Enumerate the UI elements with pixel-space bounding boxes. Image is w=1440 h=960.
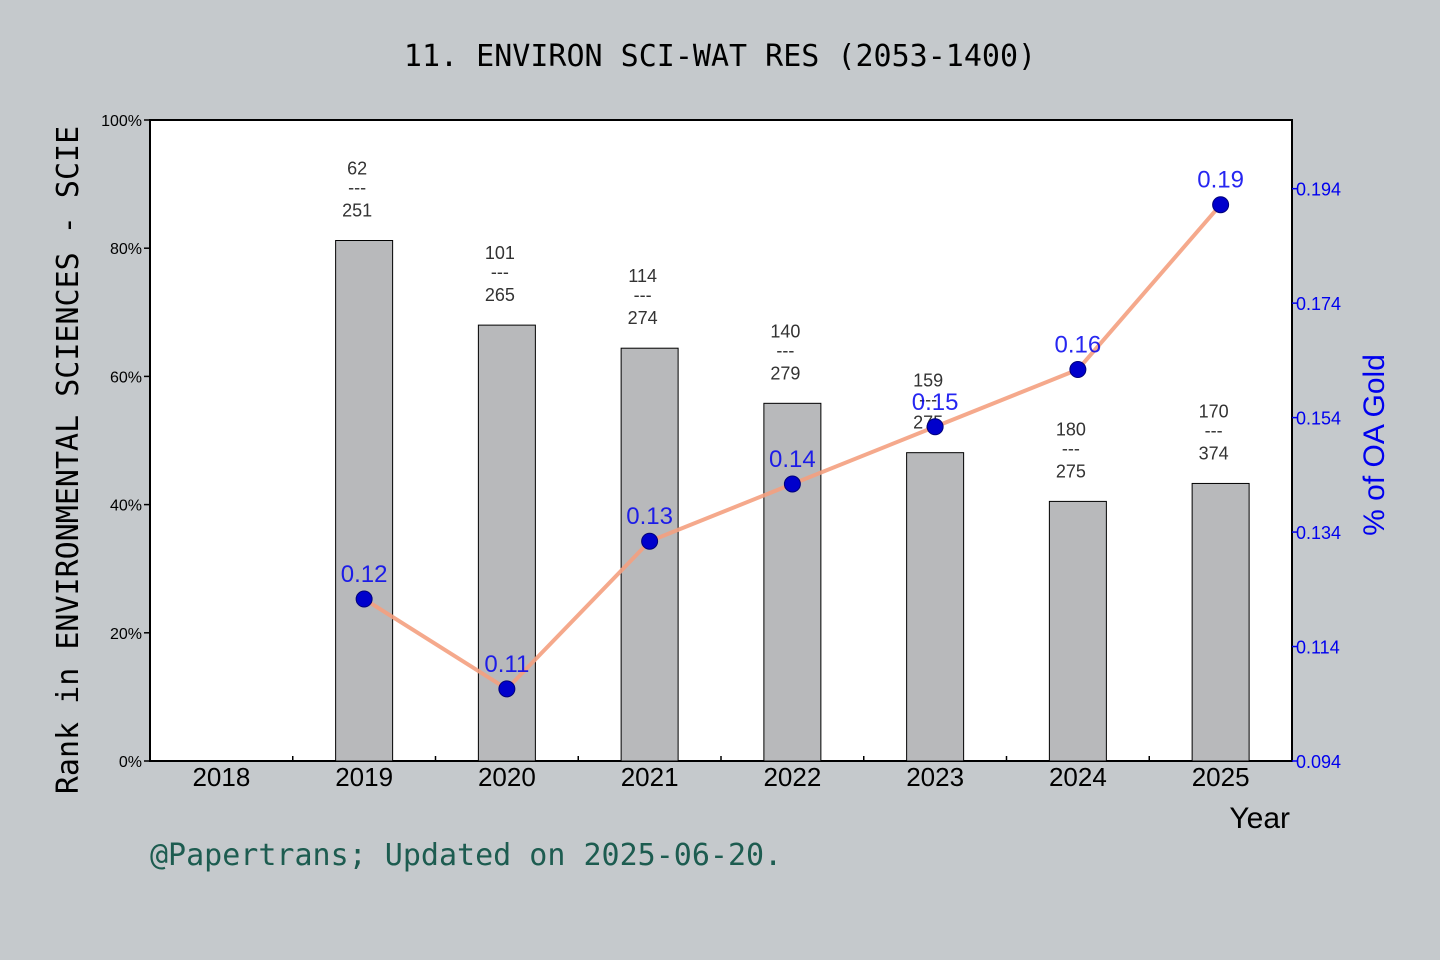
oa-value-label: 0.19	[1197, 167, 1244, 194]
axis-layer: 0% 20% 40% 60% 80% 100% 0.094 0.114 0.134 0.154 0.…	[101, 113, 1341, 792]
x-axis-label: Year	[1229, 802, 1290, 835]
oa-point	[1069, 361, 1087, 379]
x-tick-label: 2022	[763, 762, 821, 792]
rank-separator: ---	[1062, 438, 1080, 458]
y-tick-label: 40%	[110, 498, 142, 515]
oa-value-label: 0.12	[341, 561, 388, 588]
oa-line-layer: 0.12 0.11 0.13 0.14 0.15 0.16 0.19	[341, 167, 1244, 698]
y2-tick-label: 0.134	[1296, 523, 1341, 543]
oa-value-label: 0.11	[484, 651, 529, 678]
rank-separator: ---	[919, 390, 937, 410]
x-tick-label: 2020	[478, 762, 536, 792]
oa-value-label: 0.13	[626, 503, 673, 530]
rank-total: 374	[1199, 443, 1229, 463]
x-tick-label: 2025	[1192, 762, 1250, 792]
oa-point	[783, 475, 801, 493]
rank-label: 62	[347, 159, 367, 179]
plot-area	[149, 119, 1293, 762]
x-tick-label: 2023	[906, 762, 964, 792]
y-tick-label: 100%	[101, 113, 142, 130]
rank-separator: ---	[634, 285, 652, 305]
rank-bar	[620, 347, 679, 762]
rank-total: 279	[770, 363, 800, 383]
rank-bar	[906, 452, 965, 762]
rank-total: 274	[628, 308, 658, 328]
oa-value-label: 0.15	[912, 389, 959, 416]
rank-bar	[763, 402, 822, 762]
rank-separator: ---	[1205, 420, 1223, 440]
footer-credit: @Papertrans; Updated on 2025-06-20.	[150, 838, 782, 873]
rank-label: 159	[913, 371, 943, 391]
rank-bar	[1191, 482, 1250, 762]
x-tick-label: 2019	[335, 762, 393, 792]
y2-tick-label: 0.094	[1296, 752, 1341, 772]
rank-label: 140	[770, 321, 800, 341]
x-tick-label: 2021	[621, 762, 679, 792]
rank-separator: ---	[776, 340, 794, 360]
oa-point	[355, 590, 373, 608]
y2-tick-label: 0.154	[1296, 409, 1341, 429]
y2-axis-label: % of OA Gold	[1358, 354, 1391, 536]
oa-point	[926, 418, 944, 436]
y-axis-label: Rank in ENVIRONMENTAL SCIENCES - SCIE	[51, 126, 86, 794]
oa-value-label: 0.14	[769, 446, 816, 473]
oa-point	[498, 680, 516, 698]
rank-total: 275	[1056, 461, 1086, 481]
rank-label: 101	[485, 243, 515, 263]
y2-tick-label: 0.174	[1296, 294, 1341, 314]
rank-total: 251	[342, 201, 372, 221]
y2-tick-label: 0.194	[1296, 180, 1341, 200]
chart-title: 11. ENVIRON SCI-WAT RES (2053-1400)	[404, 39, 1036, 74]
oa-point	[641, 532, 659, 550]
rank-separator: ---	[348, 178, 366, 198]
rank-label: 170	[1199, 401, 1229, 421]
oa-value-label: 0.16	[1055, 332, 1102, 359]
x-tick-label: 2018	[192, 762, 250, 792]
y-tick-label: 80%	[110, 241, 142, 258]
rank-label: 180	[1056, 419, 1086, 439]
x-tick-label: 2024	[1049, 762, 1107, 792]
y-tick-label: 60%	[110, 369, 142, 386]
rank-bar	[1048, 500, 1107, 762]
oa-point	[1212, 196, 1230, 214]
rank-label: 114	[628, 266, 657, 286]
y-tick-label: 20%	[110, 626, 142, 643]
y-tick-label: 0%	[119, 754, 142, 771]
rank-bar	[335, 240, 394, 762]
rank-separator: ---	[491, 262, 509, 282]
rank-total: 265	[485, 285, 515, 305]
y2-tick-label: 0.114	[1296, 638, 1340, 658]
